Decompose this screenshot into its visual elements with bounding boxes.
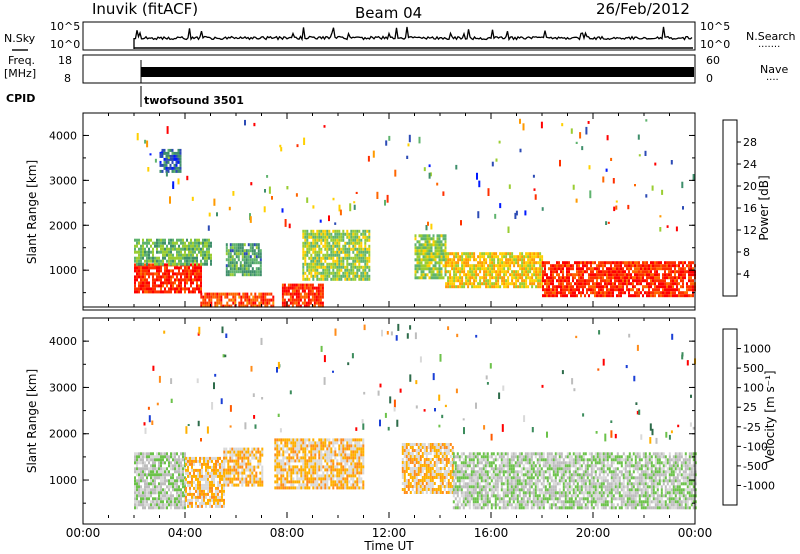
power-region-2 (159, 148, 182, 173)
frequency-band (141, 67, 694, 77)
freq-top-tick: 18 (58, 54, 72, 67)
power-region-4 (225, 243, 262, 277)
freq-bottom-tick: 8 (64, 72, 71, 85)
power-region-6 (302, 229, 371, 281)
velocity-data (134, 323, 697, 510)
power-ytick-label: 3000 (49, 174, 77, 187)
velocity-colorbar: 1000 500 100 25 -25 -100 -500 -1000 Velocity [m… (722, 328, 777, 506)
velocity-colorbar-label: Velocity [m s⁻¹] (763, 370, 777, 463)
power-colorbar-label: Power [dB] (757, 175, 771, 240)
power-ylabel: Slant Range [km] (25, 160, 39, 264)
nsearch-top-tick: 10^5 (700, 20, 730, 33)
velocity-ytick-label: 2000 (49, 428, 77, 441)
velocity-region-5 (452, 452, 697, 510)
nsky-top-tick: 10^5 (50, 20, 80, 33)
power-ytick-label: 2000 (49, 219, 77, 232)
time-tick-label: 04:00 (168, 526, 203, 540)
power-region-7 (414, 234, 447, 280)
velocity-colorbar-tick-label: -100 (743, 440, 768, 453)
velocity-panel: 1000 2000 3000 4000 Slant Range [km] (25, 317, 697, 525)
time-tick-label: 00:00 (678, 526, 713, 540)
velocity-scatter (143, 323, 696, 444)
nave-top-tick: 60 (706, 54, 720, 67)
velocity-colorbar-tick-label: 100 (743, 382, 764, 395)
power-region-5 (281, 283, 324, 308)
cpid-label: CPID (6, 92, 35, 105)
svg-text:····: ···· (766, 75, 779, 86)
beam-title: Beam 04 (355, 4, 422, 22)
power-xaxis-ticks (82, 113, 696, 307)
nsky-label: N.Sky (4, 32, 36, 45)
power-colorbar-tick-label: 28 (743, 136, 757, 149)
power-colorbar-tick-label: 8 (743, 246, 750, 259)
freq-strip: Freq. [MHz] 18 8 60 0 Nave ···· (4, 54, 788, 86)
nsearch-bottom-tick: 10^0 (700, 38, 730, 51)
velocity-xaxis-ticks (82, 318, 696, 518)
power-region-8 (445, 252, 544, 289)
freq-unit: [MHz] (4, 67, 36, 80)
nsearch-label: N.Search (746, 30, 796, 43)
freq-label: Freq. (8, 54, 35, 67)
velocity-region-4 (401, 443, 454, 494)
velocity-ylabel: Slant Range [km] (25, 369, 39, 473)
nsky-strip: N.Sky 10^5 10^0 10^5 10^0 N.Search ·····… (4, 20, 796, 53)
power-ytick-label: 4000 (49, 129, 77, 142)
velocity-yaxis: 1000 2000 3000 4000 (49, 335, 695, 504)
velocity-region-3 (274, 438, 365, 490)
power-ytick-label: 1000 (49, 264, 77, 277)
velocity-region-0 (134, 452, 186, 510)
velocity-region-1 (185, 456, 225, 508)
nsky-trace (133, 26, 693, 49)
power-colorbar-tick-label: 24 (743, 158, 757, 171)
power-region-1 (134, 238, 212, 266)
cpid-strip: CPID twofsound 3501 (6, 86, 244, 107)
power-yaxis: 1000 2000 3000 4000 (49, 129, 695, 294)
power-scatter (136, 118, 695, 233)
time-tick-label: 16:00 (474, 526, 509, 540)
xaxis-title: Time UT (363, 539, 414, 553)
nave-bottom-tick: 0 (706, 72, 713, 85)
velocity-colorbar-tick-label: 25 (743, 401, 757, 414)
cpid-value: twofsound 3501 (144, 94, 244, 107)
time-tick-label: 12:00 (372, 526, 407, 540)
velocity-ytick-label: 1000 (49, 474, 77, 487)
velocity-colorbar-tick-label: -1000 (743, 479, 775, 492)
power-colorbar-tick-label: 12 (743, 224, 757, 237)
nave-label: Nave (760, 63, 788, 76)
power-colorbar: 4 8 12 16 20 24 28 Power [dB] (722, 119, 771, 297)
velocity-colorbar-tick-label: -25 (743, 421, 761, 434)
date-title: 26/Feb/2012 (596, 0, 690, 18)
power-data (134, 118, 696, 308)
velocity-ytick-label: 4000 (49, 335, 77, 348)
velocity-colorbar-tick-label: 1000 (743, 343, 771, 356)
nsky-bottom-tick: 10^0 (50, 38, 80, 51)
time-tick-label: 00:00 (66, 526, 101, 540)
power-panel: 1000 2000 3000 4000 Slant Range [km] (25, 112, 696, 311)
power-colorbar-tick-label: 4 (743, 268, 750, 281)
power-region-9 (542, 261, 696, 298)
power-colorbar-tick-label: 16 (743, 202, 757, 215)
velocity-ytick-label: 3000 (49, 381, 77, 394)
time-tick-label: 08:00 (270, 526, 305, 540)
svg-text:·······: ······· (758, 42, 780, 53)
velocity-colorbar-tick-label: 500 (743, 362, 764, 375)
time-axis: 00:00 04:00 08:00 12:00 16:00 20:00 00:00 (66, 526, 713, 540)
time-tick-label: 20:00 (576, 526, 611, 540)
velocity-region-2 (223, 447, 264, 487)
power-colorbar-tick-label: 20 (743, 180, 757, 193)
velocity-colorbar-tick-label: -500 (743, 460, 768, 473)
power-region-0 (134, 263, 202, 294)
station-title: Inuvik (fitACF) (92, 0, 198, 18)
power-region-3 (200, 292, 275, 308)
